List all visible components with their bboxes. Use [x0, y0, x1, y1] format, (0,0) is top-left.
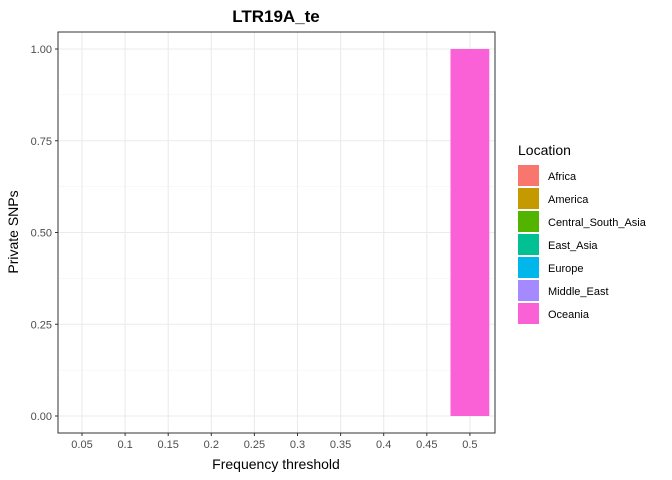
x-tick-label: 0.25 — [244, 439, 265, 451]
chart-title: LTR19A_te — [232, 7, 320, 26]
x-axis-title: Frequency threshold — [212, 456, 340, 472]
x-tick-label: 0.15 — [157, 439, 178, 451]
x-tick-label: 0.1 — [117, 439, 132, 451]
legend-label: Europe — [548, 263, 583, 275]
bars — [451, 49, 490, 416]
x-tick-label: 0.35 — [330, 439, 351, 451]
y-axis-title: Private SNPs — [5, 190, 21, 273]
y-tick-label: 0.50 — [31, 228, 52, 240]
x-tick-label: 0.45 — [416, 439, 437, 451]
legend-key-europe — [518, 257, 539, 278]
x-tick-label: 0.05 — [71, 439, 92, 451]
legend-key-central-south-asia — [518, 211, 539, 232]
legend-label: East_Asia — [548, 240, 598, 252]
x-tick-label: 0.2 — [204, 439, 219, 451]
y-tick-label: 0.75 — [31, 136, 52, 148]
legend-label: Central_South_Asia — [548, 217, 647, 229]
legend-key-middle-east — [518, 280, 539, 301]
legend-label: America — [548, 194, 589, 206]
legend-key-east-asia — [518, 234, 539, 255]
legend-label: Middle_East — [548, 286, 609, 298]
x-tick-label: 0.3 — [290, 439, 305, 451]
legend-key-oceania — [518, 303, 539, 324]
y-tick-label: 0.00 — [31, 411, 52, 423]
legend-key-africa — [518, 165, 539, 186]
y-tick-label: 1.00 — [31, 44, 52, 56]
x-tick-label: 0.4 — [376, 439, 391, 451]
y-tick-label: 0.25 — [31, 319, 52, 331]
legend-label: Africa — [548, 171, 577, 183]
legend-key-america — [518, 188, 539, 209]
legend-title: Location — [518, 142, 571, 158]
x-tick-label: 0.5 — [462, 439, 477, 451]
legend-label: Oceania — [548, 309, 590, 321]
bar-oceania — [451, 49, 490, 416]
